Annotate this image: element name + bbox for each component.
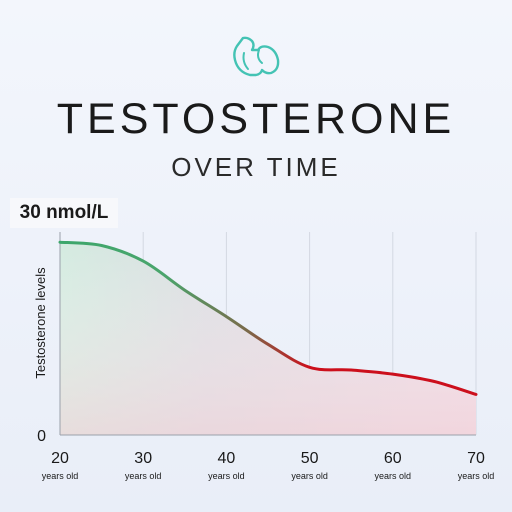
y-max-label: 30 nmol/L [10,198,118,228]
x-tick-sublabel: years old [458,471,495,481]
x-tick-sublabel: years old [208,471,245,481]
page-title: TESTOSTERONE [56,95,456,143]
x-tick-sublabel: years old [375,471,412,481]
page-subtitle: OVER TIME [171,152,341,182]
series-line [58,240,478,396]
x-tick-label: 60 [384,450,402,467]
y-axis-label: Testosterone levels [33,267,48,379]
x-tick-label: 30 [134,450,152,467]
x-tick-sublabel: years old [42,471,79,481]
x-tick-sublabel: years old [291,471,328,481]
x-tick-label: 50 [301,450,319,467]
x-tick-label: 70 [467,450,485,467]
area-fill-overlay [60,242,476,435]
flexed-arm-icon [233,36,280,77]
x-tick-sublabel: years old [125,471,162,481]
x-tick-label: 20 [51,450,69,467]
x-tick-label: 40 [218,450,236,467]
y-tick-label: 0 [37,428,46,445]
